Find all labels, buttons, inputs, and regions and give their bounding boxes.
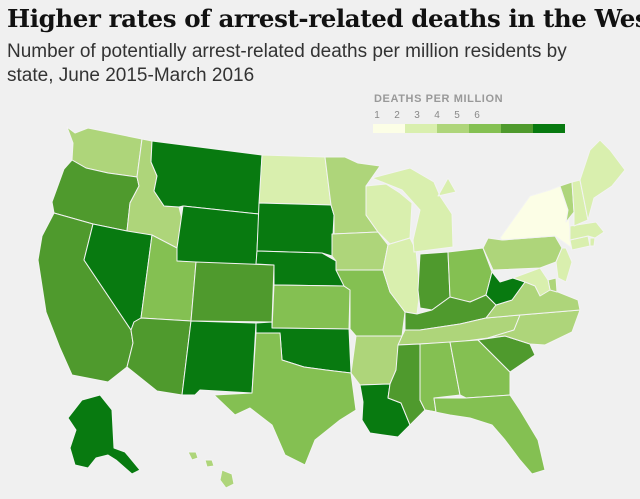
state-ri xyxy=(589,237,596,247)
state-vt xyxy=(559,181,575,223)
legend-tick-3: 3 xyxy=(414,110,420,121)
state-pa xyxy=(482,235,563,271)
legend-tick-2: 2 xyxy=(394,110,400,121)
state-ks xyxy=(271,284,351,330)
legend-scale: 1 2 3 4 5 6 xyxy=(373,110,573,140)
state-nh xyxy=(571,179,589,227)
state-ia xyxy=(331,231,389,271)
legend-swatch-1 xyxy=(373,124,405,133)
state-wy xyxy=(176,205,260,269)
state-hi xyxy=(187,451,235,489)
legend-swatch-6 xyxy=(533,124,565,133)
legend-tick-4: 4 xyxy=(434,110,440,121)
chart-subtitle: Number of potentially arrest-related dea… xyxy=(7,41,567,86)
state-nm xyxy=(181,320,257,396)
state-me xyxy=(579,139,626,221)
legend-tick-6: 6 xyxy=(474,110,480,121)
legend: DEATHS PER MILLION 1 2 3 4 5 6 xyxy=(373,93,573,140)
state-md xyxy=(512,267,551,297)
state-nd xyxy=(258,154,332,206)
state-fl xyxy=(424,394,546,475)
state-mi xyxy=(371,167,457,253)
legend-swatch-5 xyxy=(501,124,533,133)
legend-swatch-3 xyxy=(437,124,469,133)
state-nc xyxy=(487,309,581,346)
chart-title: Higher rates of arrest-related deaths in… xyxy=(7,4,640,33)
legend-tick-1: 1 xyxy=(374,110,380,121)
legend-swatch-2 xyxy=(405,124,437,133)
state-mt xyxy=(150,140,263,215)
state-az xyxy=(126,317,192,396)
state-ak xyxy=(67,394,141,475)
legend-title: DEATHS PER MILLION xyxy=(374,93,504,105)
legend-swatch-4 xyxy=(469,124,501,133)
state-co xyxy=(190,261,275,323)
state-ma xyxy=(569,221,605,241)
state-nj xyxy=(555,247,573,283)
legend-tick-5: 5 xyxy=(454,110,460,121)
state-tx xyxy=(213,332,357,466)
state-sd xyxy=(256,202,335,257)
state-oh xyxy=(447,247,493,303)
state-ms xyxy=(387,343,426,426)
